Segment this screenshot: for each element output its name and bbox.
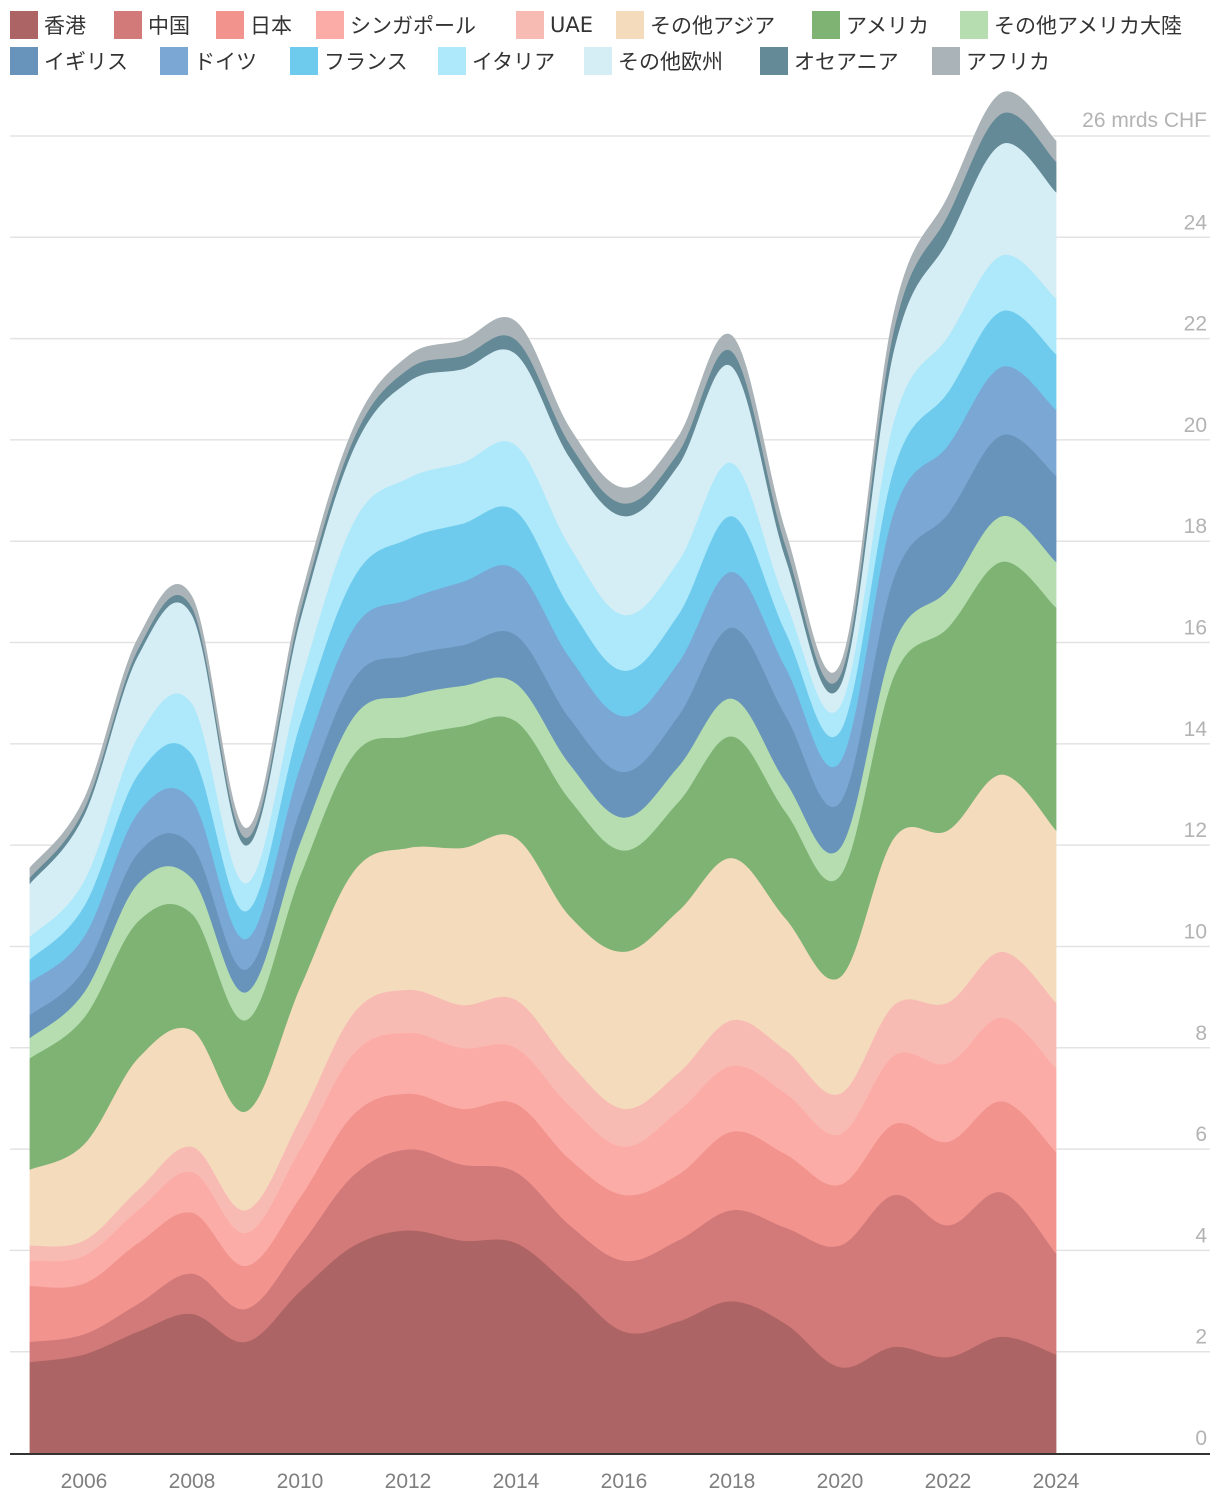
y-tick-label: 8: [1195, 1022, 1207, 1045]
legend-swatch: [216, 11, 244, 39]
legend-swatch: [812, 11, 840, 39]
y-tick-label: 4: [1195, 1224, 1207, 1247]
legend-label: シンガポール: [350, 14, 476, 38]
x-tick-label: 2020: [817, 1470, 864, 1493]
legend-swatch: [10, 11, 38, 39]
x-tick-label: 2018: [709, 1470, 756, 1493]
y-tick-label: 10: [1184, 920, 1207, 943]
legend-item: その他アメリカ大陸: [960, 8, 1182, 42]
x-tick-label: 2012: [385, 1470, 432, 1493]
legend-item: 香港: [10, 8, 86, 42]
legend-item: イギリス: [10, 44, 128, 78]
y-tick-label: 16: [1184, 617, 1207, 640]
legend-label: その他アジア: [650, 14, 776, 38]
legend-swatch: [290, 47, 318, 75]
legend-swatch: [516, 11, 544, 39]
legend-label: 香港: [44, 14, 86, 38]
x-tick-label: 2016: [601, 1470, 648, 1493]
legend-label: イギリス: [44, 50, 128, 74]
legend-swatch: [932, 47, 960, 75]
y-tick-label: 20: [1184, 414, 1207, 437]
legend-label: イタリア: [472, 50, 556, 74]
legend-item: 日本: [216, 8, 292, 42]
legend-item: 中国: [114, 8, 190, 42]
legend-swatch: [960, 11, 988, 39]
legend-label: UAE: [550, 13, 594, 37]
x-tick-label: 2008: [169, 1470, 216, 1493]
y-tick-label: 0: [1195, 1427, 1207, 1450]
legend-item: シンガポール: [316, 8, 476, 42]
legend-label: オセアニア: [794, 50, 899, 74]
legend-label: フランス: [324, 50, 408, 74]
legend-label: ドイツ: [194, 50, 257, 74]
legend-item: フランス: [290, 44, 408, 78]
unit-label: 26 mrds CHF: [1082, 109, 1207, 132]
x-tick-label: 2010: [277, 1470, 324, 1493]
legend-item: UAE: [516, 8, 593, 42]
y-tick-label: 6: [1195, 1123, 1207, 1146]
legend-label: その他アメリカ大陸: [994, 14, 1182, 38]
legend-label: 中国: [148, 14, 190, 38]
x-tick-label: 2024: [1033, 1470, 1080, 1493]
y-tick-label: 24: [1184, 211, 1208, 234]
area-series-14: [29, 91, 1057, 879]
legend-item: アフリカ: [932, 44, 1050, 78]
y-tick-label: 22: [1184, 313, 1207, 336]
legend-swatch: [438, 47, 466, 75]
legend-label: その他欧州: [618, 50, 723, 74]
y-tick-label: 2: [1195, 1326, 1207, 1349]
legend-swatch: [584, 47, 612, 75]
legend-label: 日本: [250, 14, 292, 38]
legend-swatch: [114, 11, 142, 39]
legend-item: アメリカ: [812, 8, 929, 42]
legend-item: オセアニア: [760, 44, 899, 78]
x-tick-label: 2022: [925, 1470, 972, 1493]
legend-swatch: [160, 47, 188, 75]
legend-label: アメリカ: [846, 14, 929, 38]
y-tick-label: 18: [1184, 515, 1207, 538]
legend-swatch: [10, 47, 38, 75]
x-tick-label: 2014: [493, 1470, 540, 1493]
legend-item: ドイツ: [160, 44, 257, 78]
area-series: [29, 91, 1057, 1454]
y-tick-label: 12: [1184, 819, 1207, 842]
legend-item: その他欧州: [584, 44, 723, 78]
legend-swatch: [760, 47, 788, 75]
y-tick-label: 14: [1184, 718, 1208, 741]
legend-item: その他アジア: [616, 8, 775, 42]
legend-item: イタリア: [438, 44, 555, 78]
x-tick-label: 2006: [61, 1470, 108, 1493]
legend-swatch: [616, 11, 644, 39]
legend-label: アフリカ: [966, 50, 1050, 74]
legend-swatch: [316, 11, 344, 39]
